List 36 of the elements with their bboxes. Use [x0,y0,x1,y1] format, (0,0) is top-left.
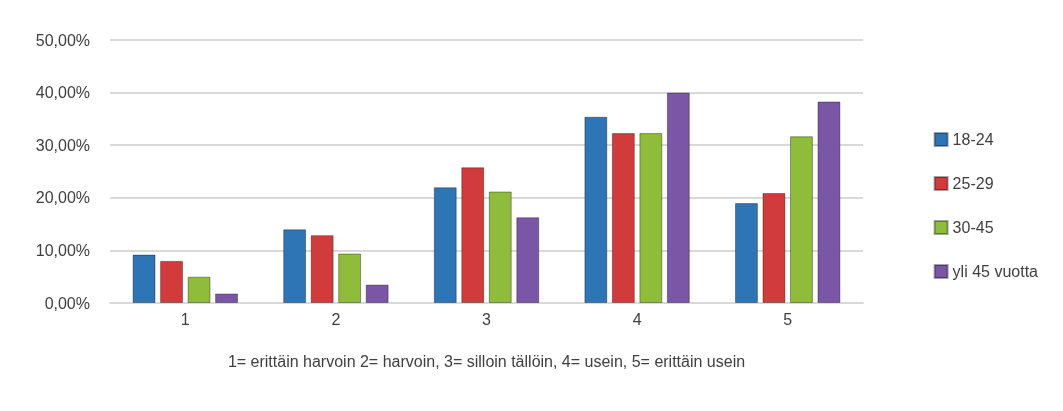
y-tick-label: 20,00% [35,189,90,207]
bar [187,276,211,303]
x-tick-label: 1 [180,310,190,328]
legend-label: 18-24 [952,131,994,148]
bar [488,191,512,303]
bar [338,253,362,303]
bar [789,136,813,303]
y-tick-label: 30,00% [35,136,90,154]
bar [310,235,334,303]
x-tick-label: 4 [632,310,642,328]
bar [160,260,184,303]
y-tick-label: 40,00% [35,84,90,102]
bar [734,203,758,303]
bar [215,293,239,303]
x-tick-label: 3 [482,310,492,328]
legend-label: 25-29 [952,175,994,192]
x-axis-title: 1= erittäin harvoin 2= harvoin, 3= silloin tällöin, 4= usein, 5= erittäin usein [227,352,746,370]
bar [639,133,663,303]
bar [283,229,307,303]
bar [584,116,608,303]
bar [461,167,485,303]
bar [132,254,156,303]
y-tick-label: 50,00% [35,31,90,49]
bar [611,133,635,303]
y-tick-label: 0,00% [44,294,90,312]
bar [433,187,457,303]
bar [817,101,841,303]
bar [762,193,786,303]
y-tick-label: 10,00% [35,241,90,259]
legend-label: 30-45 [952,219,994,236]
bar [666,92,690,303]
legend-label: yli 45 vuotta [952,263,1039,280]
x-tick-label: 5 [783,310,793,328]
bar [516,217,540,303]
bar [365,284,389,303]
x-tick-label: 2 [331,310,341,328]
